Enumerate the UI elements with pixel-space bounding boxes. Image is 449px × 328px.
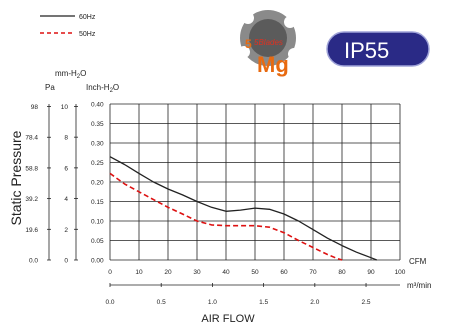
x2-tick-m3min: 0.5 <box>157 299 166 306</box>
x-tick-cfm: 10 <box>135 269 143 276</box>
y-axis-title: Static Pressure <box>8 130 24 225</box>
logo-small-text: 5Blades <box>254 38 283 47</box>
y-tick-inch: 0.05 <box>91 238 104 245</box>
legend-label-60hz: 60Hz <box>79 14 96 21</box>
x-tick-cfm: 40 <box>222 269 230 276</box>
x-tick-cfm: 20 <box>164 269 172 276</box>
legend: 60Hz 50Hz <box>40 14 96 38</box>
x2-tick-m3min: 2.5 <box>362 299 371 306</box>
x-tick-cfm: 80 <box>338 269 346 276</box>
y-tick-pa: 98 <box>31 104 39 111</box>
y-tick-pa: 58.8 <box>25 165 38 172</box>
y-tick-mm: 8 <box>64 135 68 142</box>
y-tick-inch: 0.25 <box>91 160 104 167</box>
y-unit-mm: mm-H2O <box>55 69 86 80</box>
y-tick-pa: 0.0 <box>29 258 38 265</box>
five-blades-mg-logo: 5 5Blades Mg <box>238 10 300 77</box>
y-unit-pa: Pa <box>45 83 55 92</box>
x2-tick-m3min: 0.0 <box>105 299 114 306</box>
ip55-badge: IP55 <box>326 31 430 67</box>
series-line-60hz <box>109 156 378 261</box>
x-tick-cfm: 60 <box>280 269 288 276</box>
y-tick-inch: 0.00 <box>91 258 104 265</box>
y-tick-mm: 0 <box>64 258 68 265</box>
y-tick-inch: 0.10 <box>91 219 104 226</box>
y-tick-inch: 0.35 <box>91 121 104 128</box>
x-tick-cfm: 0 <box>108 269 112 276</box>
x-tick-cfm: 70 <box>309 269 317 276</box>
y-unit-inch: Inch-H2O <box>86 83 119 94</box>
series-line-50hz <box>109 172 343 261</box>
legend-label-50hz: 50Hz <box>79 31 96 38</box>
ip-rating-text: IP55 <box>344 38 389 63</box>
x-tick-cfm: 50 <box>251 269 259 276</box>
y-tick-pa: 78.4 <box>25 135 38 142</box>
y-tick-inch: 0.40 <box>91 102 104 109</box>
x2-tick-m3min: 1.5 <box>259 299 268 306</box>
y-tick-mm: 10 <box>61 104 69 111</box>
plot-grid <box>109 103 401 261</box>
x-tick-cfm: 90 <box>367 269 375 276</box>
y-tick-inch: 0.20 <box>91 180 104 187</box>
x2-tick-m3min: 1.0 <box>208 299 217 306</box>
logo-mg-text: Mg <box>257 52 289 77</box>
x-tick-cfm: 30 <box>193 269 201 276</box>
series-lines <box>109 156 378 261</box>
axis-ticks: 0.000.050.100.150.200.250.300.350.400246… <box>25 102 405 307</box>
y-tick-mm: 2 <box>64 227 68 234</box>
x-tick-cfm: 100 <box>395 269 406 276</box>
y-tick-inch: 0.15 <box>91 199 104 206</box>
x2-tick-m3min: 2.0 <box>310 299 319 306</box>
y-tick-mm: 6 <box>64 165 68 172</box>
y-tick-pa: 19.6 <box>25 227 38 234</box>
x-axis-title: AIR FLOW <box>201 313 255 325</box>
y-tick-inch: 0.30 <box>91 141 104 148</box>
y-tick-mm: 4 <box>64 196 68 203</box>
x2-unit-m3min: m³/min <box>407 281 431 290</box>
y-tick-pa: 39.2 <box>25 196 38 203</box>
x-unit-cfm: CFM <box>409 257 427 266</box>
logo-five: 5 <box>245 37 252 51</box>
